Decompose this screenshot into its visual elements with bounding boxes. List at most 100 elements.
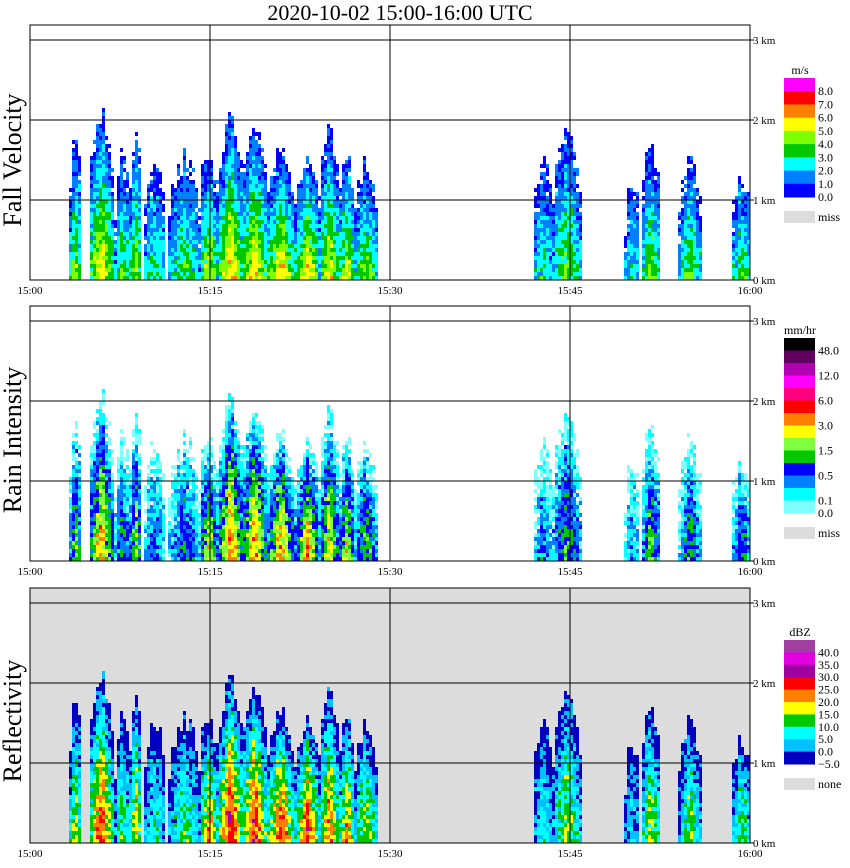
- echo-pixel: [276, 168, 279, 172]
- echo-pixel: [192, 260, 195, 264]
- echo-pixel: [111, 553, 114, 557]
- echo-pixel: [129, 485, 132, 489]
- echo-pixel: [252, 160, 255, 164]
- echo-pixel: [135, 505, 138, 509]
- echo-pixel: [630, 248, 633, 252]
- echo-pixel: [117, 545, 120, 549]
- echo-pixel: [693, 204, 696, 208]
- echo-pixel: [546, 276, 549, 280]
- echo-pixel: [144, 236, 147, 240]
- echo-pixel: [171, 485, 174, 489]
- echo-pixel: [258, 132, 261, 136]
- echo-pixel: [327, 220, 330, 224]
- echo-pixel: [237, 172, 240, 176]
- echo-pixel: [207, 164, 210, 168]
- echo-pixel: [186, 553, 189, 557]
- echo-pixel: [120, 533, 123, 537]
- echo-pixel: [576, 224, 579, 228]
- echo-pixel: [150, 196, 153, 200]
- echo-pixel: [186, 449, 189, 453]
- echo-pixel: [213, 276, 216, 280]
- echo-pixel: [234, 260, 237, 264]
- echo-pixel: [78, 485, 81, 489]
- echo-pixel: [78, 164, 81, 168]
- echo-pixel: [330, 160, 333, 164]
- echo-pixel: [102, 156, 105, 160]
- echo-pixel: [255, 228, 258, 232]
- echo-pixel: [369, 192, 372, 196]
- echo-pixel: [222, 252, 225, 256]
- echo-pixel: [648, 276, 651, 280]
- echo-pixel: [231, 196, 234, 200]
- echo-pixel: [204, 188, 207, 192]
- echo-pixel: [312, 188, 315, 192]
- echo-pixel: [558, 204, 561, 208]
- echo-pixel: [243, 228, 246, 232]
- echo-pixel: [342, 224, 345, 228]
- echo-pixel: [135, 220, 138, 224]
- echo-pixel: [678, 260, 681, 264]
- echo-pixel: [741, 216, 744, 220]
- echo-pixel: [732, 260, 735, 264]
- echo-pixel: [135, 521, 138, 525]
- echo-pixel: [336, 204, 339, 208]
- echo-pixel: [117, 517, 120, 521]
- echo-pixel: [216, 232, 219, 236]
- echo-pixel: [564, 148, 567, 152]
- echo-pixel: [699, 220, 702, 224]
- echo-pixel: [186, 208, 189, 212]
- echo-pixel: [225, 228, 228, 232]
- echo-pixel: [684, 204, 687, 208]
- echo-pixel: [96, 136, 99, 140]
- echo-pixel: [120, 501, 123, 505]
- echo-pixel: [147, 545, 150, 549]
- echo-pixel: [129, 236, 132, 240]
- echo-pixel: [108, 252, 111, 256]
- echo-pixel: [276, 244, 279, 248]
- echo-pixel: [204, 172, 207, 176]
- echo-pixel: [552, 208, 555, 212]
- echo-pixel: [654, 180, 657, 184]
- echo-pixel: [129, 188, 132, 192]
- echo-pixel: [735, 240, 738, 244]
- echo-pixel: [744, 224, 747, 228]
- echo-pixel: [312, 208, 315, 212]
- echo-pixel: [354, 256, 357, 260]
- echo-pixel: [201, 188, 204, 192]
- echo-pixel: [75, 152, 78, 156]
- echo-pixel: [99, 413, 102, 417]
- echo-pixel: [558, 216, 561, 220]
- echo-pixel: [537, 220, 540, 224]
- echo-pixel: [312, 244, 315, 248]
- echo-pixel: [738, 184, 741, 188]
- echo-pixel: [150, 549, 153, 553]
- echo-pixel: [252, 184, 255, 188]
- echo-pixel: [237, 200, 240, 204]
- echo-pixel: [369, 268, 372, 272]
- echo-pixel: [99, 465, 102, 469]
- echo-pixel: [129, 477, 132, 481]
- echo-pixel: [186, 184, 189, 188]
- echo-pixel: [93, 236, 96, 240]
- echo-pixel: [537, 260, 540, 264]
- echo-pixel: [117, 260, 120, 264]
- echo-pixel: [126, 453, 129, 457]
- echo-pixel: [372, 256, 375, 260]
- echo-pixel: [321, 176, 324, 180]
- echo-pixel: [738, 240, 741, 244]
- echo-pixel: [297, 192, 300, 196]
- echo-pixel: [279, 200, 282, 204]
- echo-pixel: [207, 172, 210, 176]
- echo-pixel: [252, 272, 255, 276]
- echo-pixel: [99, 441, 102, 445]
- echo-pixel: [741, 268, 744, 272]
- echo-pixel: [333, 168, 336, 172]
- echo-pixel: [747, 216, 750, 220]
- echo-pixel: [126, 208, 129, 212]
- echo-pixel: [96, 196, 99, 200]
- echo-pixel: [147, 541, 150, 545]
- echo-pixel: [699, 268, 702, 272]
- echo-pixel: [279, 256, 282, 260]
- echo-pixel: [216, 204, 219, 208]
- echo-pixel: [288, 192, 291, 196]
